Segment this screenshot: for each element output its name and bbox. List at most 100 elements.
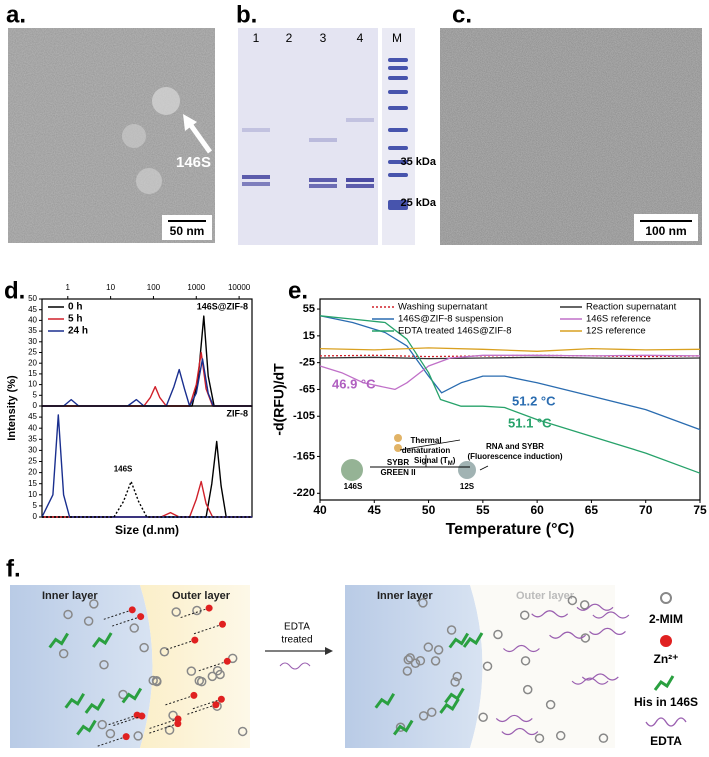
y-tick-label: 30: [28, 337, 37, 346]
inset-particle: [458, 461, 476, 479]
arrow-head: [325, 647, 333, 655]
coordination: [147, 723, 178, 735]
mim-ring: [522, 684, 533, 695]
scale-box: [634, 214, 698, 241]
lane-label: 2: [286, 31, 293, 45]
edta-chain: [576, 603, 614, 611]
lane-label: 1: [253, 31, 260, 45]
legend-text: Washing supernatant: [398, 302, 488, 313]
lane-label: 3: [320, 31, 327, 45]
legend-text: EDTA: [650, 734, 682, 748]
annotation: 51.1 °C: [508, 415, 552, 430]
his-residue: [462, 632, 484, 648]
arrow-label: treated: [281, 635, 312, 646]
zn-ion: [217, 695, 225, 703]
zn-ion: [122, 733, 130, 741]
gel: [238, 28, 378, 245]
mim-ring: [402, 666, 413, 676]
outer-layer: [140, 585, 250, 748]
edta-chain: [503, 644, 540, 653]
edta-chain: [495, 714, 533, 723]
series-line: [42, 358, 252, 407]
legend-text: 24 h: [68, 326, 88, 337]
annotation: SYBR: [387, 458, 409, 467]
y-axis-label: Intensity (%): [6, 375, 18, 441]
y-tick-label: 0: [33, 512, 38, 521]
x-tick-label: 10000: [228, 283, 251, 292]
scale-label: 100 nm: [645, 224, 686, 238]
mim-ring: [579, 600, 590, 610]
x-tick-label: 60: [530, 503, 544, 517]
series-line: [319, 315, 701, 474]
coordination: [106, 714, 138, 726]
zn-ion: [138, 712, 146, 720]
x-tick-label: 75: [693, 503, 707, 517]
panel-label: e.: [288, 277, 308, 304]
edta-icon: [645, 717, 687, 727]
zn-ion: [174, 720, 182, 728]
annotation: Signal (TM): [414, 456, 456, 466]
mim-ring: [555, 730, 566, 741]
arrow-label: EDTA: [284, 622, 310, 633]
particle: [136, 168, 162, 194]
y-tick-label: 5: [33, 501, 38, 510]
series-line: [319, 354, 701, 358]
mim-ring: [159, 646, 170, 657]
coordination: [110, 616, 141, 628]
zn-ion: [128, 606, 136, 614]
y-tick-label: 40: [28, 316, 37, 325]
his-residue: [439, 698, 460, 714]
edta-chain: [549, 631, 586, 639]
particle: [122, 124, 146, 148]
his-residue: [448, 632, 470, 649]
gel-band: [242, 175, 270, 179]
mim-ring: [534, 733, 545, 744]
mim-ring: [427, 707, 437, 717]
coordination: [96, 736, 127, 748]
legend-text: EDTA treated 146S@ZIF-8: [398, 326, 512, 337]
mim-ring: [129, 623, 139, 633]
edta-chain: [501, 727, 539, 736]
his-residue: [76, 719, 97, 736]
marker-band: [388, 173, 408, 177]
his-residue: [84, 698, 106, 714]
marker-band: [388, 106, 408, 110]
mim-ring: [186, 666, 197, 676]
mim-ring: [168, 710, 178, 721]
y-tick-label: 15: [28, 479, 37, 488]
y-tick-label: 25: [28, 348, 37, 357]
series-line: [42, 440, 252, 518]
y-tick-label: 10: [28, 490, 37, 499]
legend-text: 0 h: [68, 302, 82, 313]
mim-ring: [482, 661, 493, 671]
y-tick-label: 40: [28, 423, 37, 432]
mim-ring: [83, 616, 94, 626]
x-tick-label: 1: [66, 283, 71, 292]
zn-ion: [205, 604, 213, 612]
y-tick-label: 15: [303, 330, 315, 342]
inset-particle: [341, 459, 363, 481]
scale-box: [162, 215, 212, 240]
plot-frame: [319, 298, 701, 501]
x-tick-label: 100: [147, 283, 161, 292]
y-tick-label: 5: [33, 390, 38, 399]
coordination: [147, 718, 179, 730]
chart-title: 146S@ZIF-8: [197, 301, 248, 311]
mim-ring: [171, 607, 181, 617]
gel-band: [346, 184, 374, 188]
series-line: [42, 480, 252, 518]
y-tick-label: 50: [28, 294, 37, 303]
gel-band: [309, 138, 337, 142]
edta-chain: [589, 627, 626, 635]
mim-ring: [493, 629, 503, 640]
series-annotation: 146S: [114, 465, 133, 474]
mim-ring: [423, 642, 434, 652]
marker-band: [388, 76, 408, 80]
scale-label: 50 nm: [170, 224, 205, 238]
marker-band: [388, 58, 408, 62]
legend-text: 146S reference: [586, 314, 651, 325]
marker-label: 35 kDa: [401, 156, 437, 168]
mim-ring: [395, 722, 406, 733]
marker-label: 25 kDa: [401, 197, 437, 209]
